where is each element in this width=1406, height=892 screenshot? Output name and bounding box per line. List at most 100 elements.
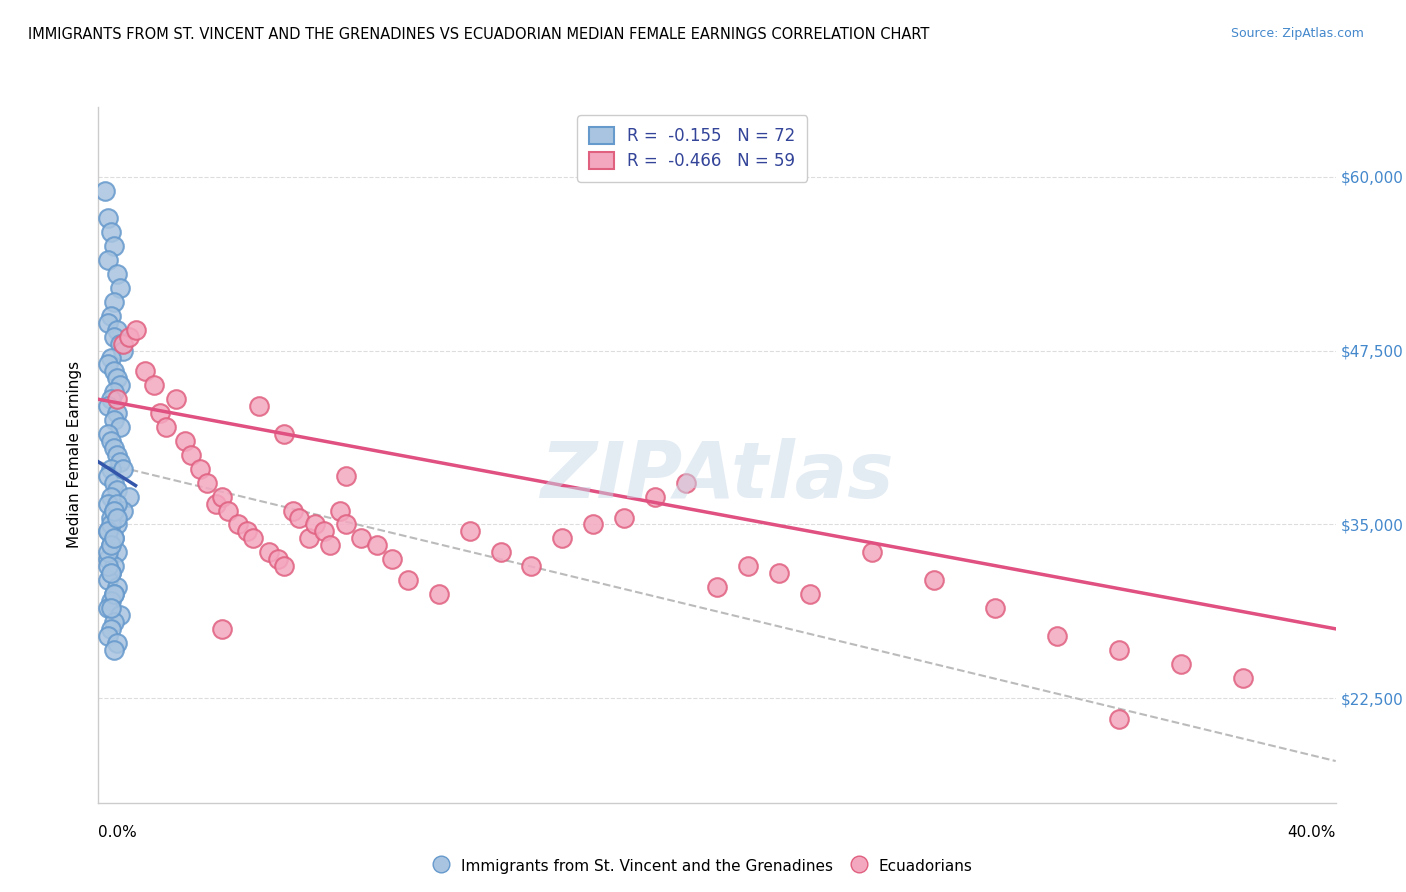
- Point: [737, 559, 759, 574]
- Point: [100, 538, 122, 552]
- Point: [427, 587, 450, 601]
- Point: [860, 545, 883, 559]
- Point: [100, 225, 122, 239]
- Point: [97, 601, 120, 615]
- Point: [644, 490, 666, 504]
- Point: [226, 517, 249, 532]
- Text: IMMIGRANTS FROM ST. VINCENT AND THE GRENADINES VS ECUADORIAN MEDIAN FEMALE EARNI: IMMIGRANTS FROM ST. VINCENT AND THE GREN…: [28, 27, 929, 42]
- Legend: R =  -0.155   N = 72, R =  -0.466   N = 59: R = -0.155 N = 72, R = -0.466 N = 59: [578, 115, 807, 182]
- Point: [103, 587, 125, 601]
- Point: [105, 483, 128, 497]
- Point: [103, 364, 125, 378]
- Point: [97, 559, 120, 574]
- Point: [97, 427, 120, 442]
- Point: [100, 594, 122, 608]
- Point: [257, 545, 280, 559]
- Point: [489, 545, 512, 559]
- Point: [103, 239, 125, 253]
- Point: [97, 524, 120, 539]
- Point: [613, 510, 636, 524]
- Point: [93, 184, 115, 198]
- Point: [97, 253, 120, 268]
- Point: [97, 316, 120, 330]
- Point: [105, 580, 128, 594]
- Point: [520, 559, 543, 574]
- Point: [97, 211, 120, 226]
- Y-axis label: Median Female Earnings: Median Female Earnings: [67, 361, 83, 549]
- Point: [335, 468, 357, 483]
- Point: [100, 622, 122, 636]
- Point: [675, 475, 697, 490]
- Point: [105, 497, 128, 511]
- Point: [100, 538, 122, 552]
- Legend: Immigrants from St. Vincent and the Grenadines, Ecuadorians: Immigrants from St. Vincent and the Gren…: [427, 852, 979, 880]
- Point: [118, 490, 141, 504]
- Point: [217, 503, 239, 517]
- Point: [100, 566, 122, 581]
- Point: [314, 524, 336, 539]
- Point: [97, 399, 120, 413]
- Point: [1108, 712, 1130, 726]
- Point: [100, 309, 122, 323]
- Point: [112, 462, 135, 476]
- Point: [103, 559, 125, 574]
- Point: [103, 329, 125, 343]
- Point: [381, 552, 404, 566]
- Text: Source: ZipAtlas.com: Source: ZipAtlas.com: [1230, 27, 1364, 40]
- Point: [108, 455, 131, 469]
- Point: [1232, 671, 1254, 685]
- Point: [105, 636, 128, 650]
- Point: [211, 490, 233, 504]
- Point: [298, 532, 321, 546]
- Text: 0.0%: 0.0%: [98, 825, 138, 840]
- Point: [105, 517, 128, 532]
- Point: [174, 434, 197, 448]
- Point: [97, 524, 120, 539]
- Point: [100, 517, 122, 532]
- Point: [103, 413, 125, 427]
- Point: [108, 281, 131, 295]
- Point: [1046, 629, 1069, 643]
- Point: [799, 587, 821, 601]
- Point: [329, 503, 352, 517]
- Point: [105, 323, 128, 337]
- Text: 40.0%: 40.0%: [1288, 825, 1336, 840]
- Point: [236, 524, 259, 539]
- Point: [105, 371, 128, 385]
- Point: [100, 601, 122, 615]
- Point: [105, 545, 128, 559]
- Point: [180, 448, 202, 462]
- Point: [97, 629, 120, 643]
- Point: [100, 490, 122, 504]
- Point: [103, 441, 125, 455]
- Point: [247, 399, 270, 413]
- Point: [1108, 642, 1130, 657]
- Point: [103, 503, 125, 517]
- Point: [335, 517, 357, 532]
- Point: [706, 580, 728, 594]
- Point: [100, 566, 122, 581]
- Point: [112, 343, 135, 358]
- Point: [149, 406, 172, 420]
- Point: [288, 510, 311, 524]
- Point: [103, 294, 125, 309]
- Point: [283, 503, 305, 517]
- Point: [366, 538, 388, 552]
- Point: [105, 267, 128, 281]
- Point: [205, 497, 228, 511]
- Point: [211, 622, 233, 636]
- Point: [105, 448, 128, 462]
- Point: [97, 573, 120, 587]
- Point: [112, 503, 135, 517]
- Point: [458, 524, 481, 539]
- Point: [103, 532, 125, 546]
- Point: [582, 517, 605, 532]
- Point: [319, 538, 342, 552]
- Point: [124, 323, 146, 337]
- Point: [134, 364, 156, 378]
- Point: [103, 503, 125, 517]
- Point: [97, 468, 120, 483]
- Point: [143, 378, 166, 392]
- Point: [273, 427, 295, 442]
- Point: [768, 566, 790, 581]
